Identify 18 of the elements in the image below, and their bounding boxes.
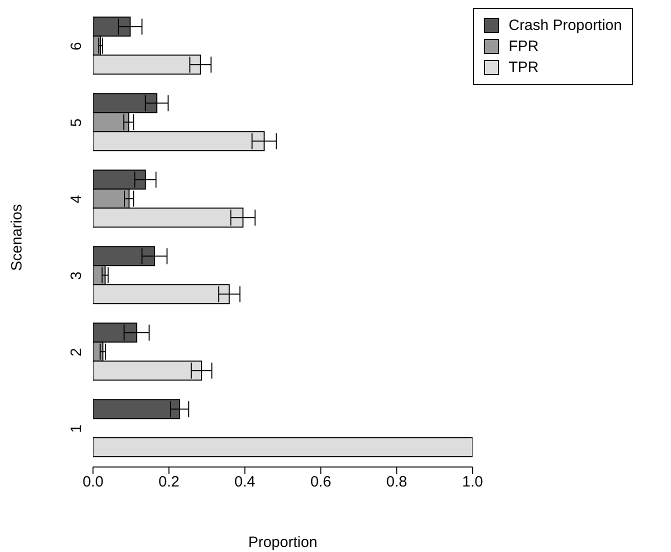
y-tick-label: 2 xyxy=(68,348,85,356)
legend-label: Crash Proportion xyxy=(508,17,622,34)
legend-label: TPR xyxy=(508,59,539,76)
x-tick-label: 0.4 xyxy=(234,474,256,491)
y-tick-label: 5 xyxy=(68,118,85,127)
x-tick-label: 0.8 xyxy=(386,474,408,491)
legend-label: FPR xyxy=(508,38,539,55)
x-tick-label: 0.6 xyxy=(310,474,332,491)
bar xyxy=(93,437,473,458)
y-tick-label: 6 xyxy=(68,42,85,50)
y-axis-title: Scenarios xyxy=(8,204,26,271)
y-tick-label: 4 xyxy=(68,195,85,204)
y-tick-label: 1 xyxy=(68,424,85,433)
x-tick-label: 0.0 xyxy=(82,474,104,491)
x-tick-label: 0.2 xyxy=(158,474,180,491)
y-tick-label: 3 xyxy=(68,272,85,280)
x-axis-title: Proportion xyxy=(248,534,318,551)
x-tick-label: 1.0 xyxy=(462,474,484,491)
